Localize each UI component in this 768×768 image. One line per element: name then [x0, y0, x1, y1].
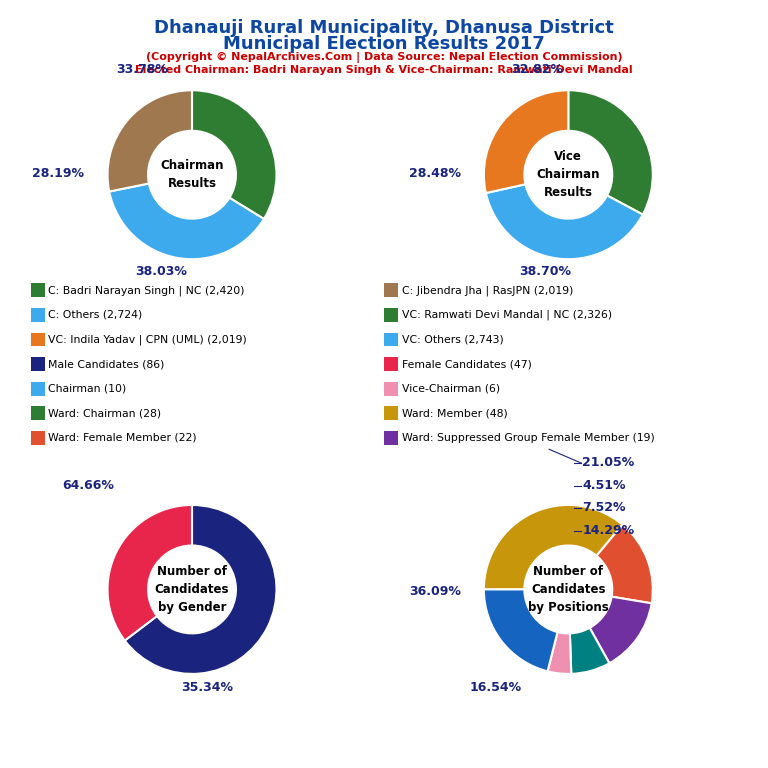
- Text: Ward: Female Member (22): Ward: Female Member (22): [48, 432, 197, 443]
- Text: 21.05%: 21.05%: [582, 456, 634, 469]
- Text: Number of
Candidates
by Positions: Number of Candidates by Positions: [528, 565, 609, 614]
- Text: VC: Indila Yadav | CPN (UML) (2,019): VC: Indila Yadav | CPN (UML) (2,019): [48, 334, 247, 345]
- Text: Vice
Chairman
Results: Vice Chairman Results: [537, 151, 600, 199]
- Wedge shape: [108, 91, 192, 191]
- Wedge shape: [590, 597, 652, 664]
- Wedge shape: [192, 91, 276, 219]
- Text: Chairman (10): Chairman (10): [48, 383, 127, 394]
- Text: 38.70%: 38.70%: [519, 265, 571, 278]
- Text: 64.66%: 64.66%: [62, 479, 114, 492]
- Text: C: Jibendra Jha | RasJPN (2,019): C: Jibendra Jha | RasJPN (2,019): [402, 285, 573, 296]
- Text: 28.48%: 28.48%: [409, 167, 461, 180]
- Text: (Copyright © NepalArchives.Com | Data Source: Nepal Election Commission): (Copyright © NepalArchives.Com | Data So…: [146, 52, 622, 63]
- Wedge shape: [124, 505, 276, 674]
- Text: Female Candidates (47): Female Candidates (47): [402, 359, 531, 369]
- Text: Ward: Chairman (28): Ward: Chairman (28): [48, 408, 161, 419]
- Text: 36.09%: 36.09%: [409, 585, 462, 598]
- Text: 35.34%: 35.34%: [181, 681, 233, 694]
- Text: 4.51%: 4.51%: [582, 479, 626, 492]
- Wedge shape: [568, 91, 653, 214]
- Text: 33.78%: 33.78%: [116, 63, 168, 76]
- Text: Number of
Candidates
by Gender: Number of Candidates by Gender: [154, 565, 230, 614]
- Wedge shape: [484, 91, 568, 193]
- Wedge shape: [486, 184, 643, 259]
- Text: Chairman
Results: Chairman Results: [161, 159, 223, 190]
- Text: Dhanauji Rural Municipality, Dhanusa District: Dhanauji Rural Municipality, Dhanusa Dis…: [154, 19, 614, 37]
- Wedge shape: [570, 627, 609, 674]
- Text: 16.54%: 16.54%: [469, 681, 521, 694]
- Text: C: Badri Narayan Singh | NC (2,420): C: Badri Narayan Singh | NC (2,420): [48, 285, 245, 296]
- Text: 32.82%: 32.82%: [511, 63, 564, 76]
- Text: C: Others (2,724): C: Others (2,724): [48, 310, 143, 320]
- Wedge shape: [597, 525, 653, 604]
- Text: Ward: Suppressed Group Female Member (19): Ward: Suppressed Group Female Member (19…: [402, 432, 654, 443]
- Text: Ward: Member (48): Ward: Member (48): [402, 408, 508, 419]
- Text: 28.19%: 28.19%: [32, 167, 84, 180]
- Wedge shape: [484, 589, 558, 671]
- Text: VC: Others (2,743): VC: Others (2,743): [402, 334, 503, 345]
- Text: Elected Chairman: Badri Narayan Singh & Vice-Chairman: Ramwati Devi Mandal: Elected Chairman: Badri Narayan Singh & …: [135, 65, 633, 75]
- Wedge shape: [109, 184, 264, 259]
- Text: 7.52%: 7.52%: [582, 501, 626, 514]
- Text: Municipal Election Results 2017: Municipal Election Results 2017: [223, 35, 545, 52]
- Text: Vice-Chairman (6): Vice-Chairman (6): [402, 383, 500, 394]
- Text: Male Candidates (86): Male Candidates (86): [48, 359, 165, 369]
- Wedge shape: [108, 505, 192, 641]
- Wedge shape: [548, 632, 571, 674]
- Text: 38.03%: 38.03%: [135, 265, 187, 278]
- Text: 14.29%: 14.29%: [582, 524, 634, 537]
- Wedge shape: [484, 505, 623, 590]
- Text: VC: Ramwati Devi Mandal | NC (2,326): VC: Ramwati Devi Mandal | NC (2,326): [402, 310, 612, 320]
